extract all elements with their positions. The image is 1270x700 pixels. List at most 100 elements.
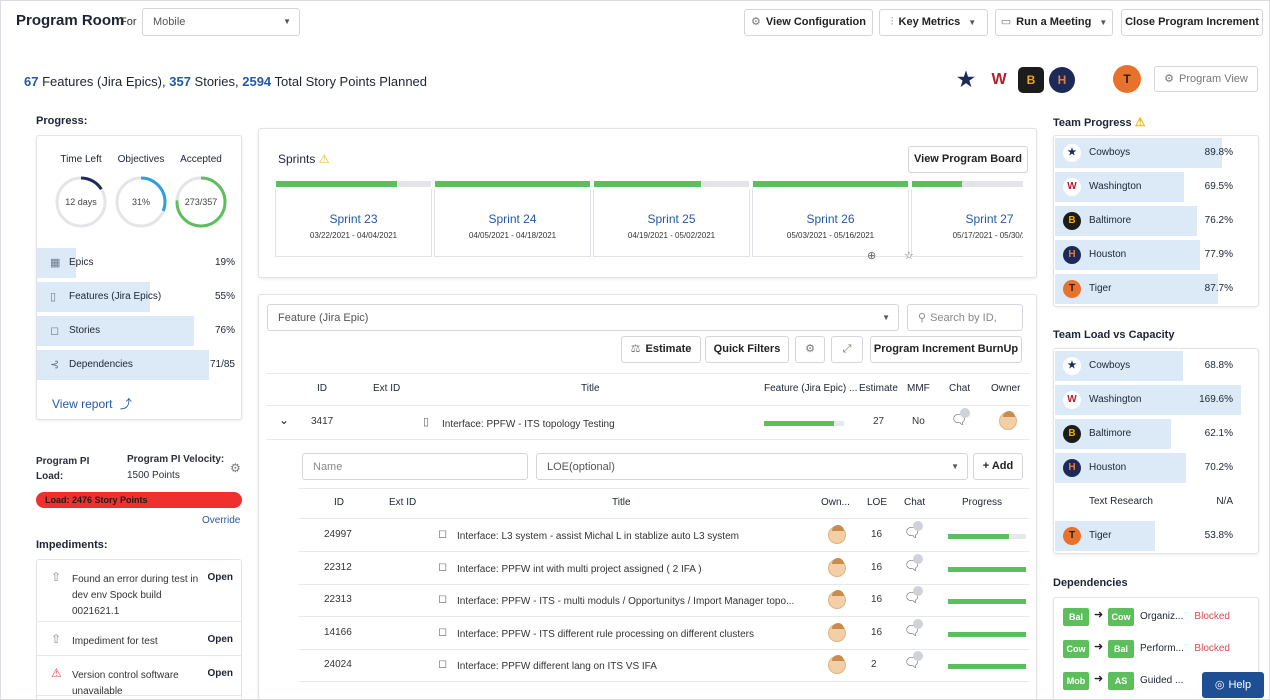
- program-select[interactable]: Mobile ▼: [142, 8, 300, 36]
- sprint-card[interactable]: Sprint 25 04/19/2021 - 05/02/2021: [593, 181, 750, 257]
- sprint-name[interactable]: Sprint 27: [965, 212, 1014, 226]
- chat-icon[interactable]: 🗨: [951, 408, 970, 428]
- burnup-button[interactable]: Program Increment BurnUp: [870, 336, 1022, 363]
- impediment-item[interactable]: ⇧ Impediment for test Open: [37, 622, 241, 656]
- washington-logo-icon[interactable]: W: [991, 71, 1007, 88]
- chat-icon[interactable]: 🗨: [904, 586, 923, 606]
- table-settings-button[interactable]: ⚙: [795, 336, 825, 363]
- tiger-logo-icon[interactable]: T: [1113, 65, 1141, 93]
- collapse-chevron-icon[interactable]: ⌄: [279, 413, 290, 427]
- progress-row[interactable]: ▯ Features (Jira Epics) 55%: [37, 282, 243, 312]
- story-name-input[interactable]: Name: [302, 453, 528, 480]
- story-title[interactable]: Interface: PPFW - ITS - multi moduls / O…: [457, 596, 795, 607]
- team-row[interactable]: H Houston 77.9%: [1055, 240, 1241, 270]
- progress-row-fill: [37, 248, 77, 278]
- view-program-board-button[interactable]: View Program Board: [908, 146, 1028, 173]
- story-title[interactable]: Interface: PPFW different lang on ITS VS…: [457, 661, 657, 672]
- story-id-link[interactable]: 22312: [324, 561, 352, 573]
- progress-row[interactable]: ⊰ Dependencies 71/85: [37, 350, 243, 380]
- progress-row[interactable]: ▦ Epics 19%: [37, 248, 243, 278]
- program-view-button[interactable]: ⚙ Program View: [1154, 66, 1258, 92]
- story-title[interactable]: Interface: PPFW - ITS different rule pro…: [457, 628, 754, 640]
- add-story-button[interactable]: + Add: [973, 453, 1023, 480]
- view-configuration-button[interactable]: ⚙ View Configuration: [744, 9, 873, 36]
- sprint-name[interactable]: Sprint 24: [488, 212, 537, 226]
- team-row[interactable]: ★ Cowboys 68.8%: [1055, 351, 1241, 381]
- loe-select[interactable]: LOE(optional) ▼: [536, 453, 968, 480]
- team-row[interactable]: H Houston 70.2%: [1055, 453, 1241, 483]
- team-row[interactable]: W Washington 169.6%: [1055, 385, 1241, 415]
- sprint-card[interactable]: Sprint 24 04/05/2021 - 04/18/2021: [434, 181, 591, 257]
- sprint-card[interactable]: Sprint 23 03/22/2021 - 04/04/2021: [275, 181, 432, 257]
- story-progress-bar: [948, 566, 1026, 572]
- story-id-link[interactable]: 22313: [324, 594, 352, 605]
- dependency-row[interactable]: Mob ➜ AS Guided ...: [1054, 665, 1240, 697]
- story-id-link[interactable]: 24997: [324, 529, 352, 540]
- expand-button[interactable]: ⤢: [831, 336, 863, 363]
- team-logo-icon: T: [1063, 280, 1081, 298]
- dependency-row[interactable]: Bal ➜ Cow Organiz... Blocked: [1054, 601, 1240, 633]
- story-id-link[interactable]: 14166: [324, 626, 352, 638]
- star-icon[interactable]: ☆: [904, 250, 914, 262]
- view-report-link[interactable]: View report ⤴: [52, 395, 132, 412]
- avatar: [828, 655, 846, 674]
- chat-icon[interactable]: 🗨: [904, 521, 923, 541]
- story-id-link[interactable]: 24024: [324, 659, 352, 670]
- chat-icon[interactable]: 🗨: [904, 618, 923, 639]
- override-link[interactable]: Override: [202, 515, 241, 526]
- sprint-name[interactable]: Sprint 26: [806, 212, 855, 226]
- progress-row-value: 19%: [214, 257, 235, 268]
- sprint-name[interactable]: Sprint 25: [647, 212, 696, 226]
- feature-id-link[interactable]: 3417: [311, 416, 334, 427]
- team-row[interactable]: B Baltimore 76.2%: [1055, 206, 1241, 236]
- team-row[interactable]: T Tiger 53.8%: [1055, 521, 1241, 551]
- quick-filters-button[interactable]: Quick Filters: [705, 336, 789, 363]
- team-logo-icon: H: [1063, 246, 1081, 264]
- cowboys-logo-icon[interactable]: ★: [957, 69, 975, 91]
- move-icon[interactable]: ⊕: [867, 250, 877, 262]
- team-name: Cowboys: [1089, 360, 1131, 371]
- estimate-button[interactable]: ⚖ Estimate: [621, 336, 701, 363]
- story-title[interactable]: Interface: PPFW int with multi project a…: [457, 563, 702, 575]
- story-col-chat: Chat: [904, 497, 926, 508]
- feature-title[interactable]: Interface: PPFW - ITS topology Testing: [442, 419, 615, 430]
- chat-icon[interactable]: 🗨: [904, 553, 923, 574]
- team-progress-card: ★ Cowboys 89.8% W Washington 69.5% B Baltimore 7…: [1053, 135, 1259, 307]
- story-title[interactable]: Interface: L3 system - assist Michal L i…: [457, 531, 739, 542]
- team-name: Text Research: [1089, 496, 1153, 507]
- velocity-settings-gear-icon[interactable]: ⚙: [230, 461, 241, 475]
- team-row[interactable]: ★ Cowboys 89.8%: [1055, 138, 1241, 168]
- feature-estimate: 27: [873, 416, 885, 427]
- view-program-board-label: View Program Board: [914, 153, 1022, 165]
- impediment-item[interactable]: ⚠ Version control software unavailable Ope…: [37, 656, 241, 697]
- arrow-right-icon: ➜: [1094, 673, 1104, 685]
- search-input[interactable]: ⚲Search by ID, Nar: [907, 304, 1023, 350]
- team-row[interactable]: W Washington 69.5%: [1055, 172, 1241, 202]
- avatar: [828, 525, 846, 544]
- sprint-card[interactable]: Sprint 27 05/17/2021 - 05/30/2: [911, 181, 1023, 257]
- dependency-status: Blocked: [1194, 611, 1230, 622]
- team-value: 62.1%: [1204, 428, 1233, 439]
- ring-label: Accepted: [180, 154, 222, 165]
- gear-icon: ⚙: [751, 16, 761, 28]
- feature-progress-fill: [764, 421, 834, 426]
- progress-row[interactable]: ◻ Stories 76%: [37, 316, 243, 346]
- close-pi-button[interactable]: Close Program Increment: [1121, 9, 1263, 36]
- houston-logo-icon[interactable]: H: [1049, 67, 1075, 93]
- sprint-card[interactable]: Sprint 26 05/03/2021 - 05/16/2021: [752, 181, 909, 257]
- key-metrics-button[interactable]: ⫶ Key Metrics ▼: [879, 9, 988, 36]
- run-meeting-button[interactable]: ▭ Run a Meeting ▼: [995, 9, 1113, 36]
- feature-type-select[interactable]: Feature (Jira Epic) ▼: [267, 304, 899, 331]
- help-button[interactable]: ◎ Help: [1202, 672, 1264, 698]
- impediment-item[interactable]: ⇧ Found an error during test in dev env S…: [37, 560, 241, 622]
- team-row[interactable]: B Baltimore 62.1%: [1055, 419, 1241, 449]
- baltimore-logo-icon[interactable]: B: [1018, 67, 1044, 93]
- team-logo-icon: ★: [1063, 357, 1081, 375]
- team-row[interactable]: T Tiger 87.7%: [1055, 274, 1241, 304]
- sprint-name[interactable]: Sprint 23: [329, 212, 378, 226]
- dependency-row[interactable]: Cow ➜ Bal Perform... Blocked: [1054, 633, 1240, 665]
- team-load-label: Team Load vs Capacity: [1053, 329, 1175, 341]
- team-row[interactable]: Text Research N/A: [1055, 487, 1241, 517]
- chat-icon[interactable]: 🗨: [904, 651, 923, 671]
- team-name: Baltimore: [1089, 215, 1132, 226]
